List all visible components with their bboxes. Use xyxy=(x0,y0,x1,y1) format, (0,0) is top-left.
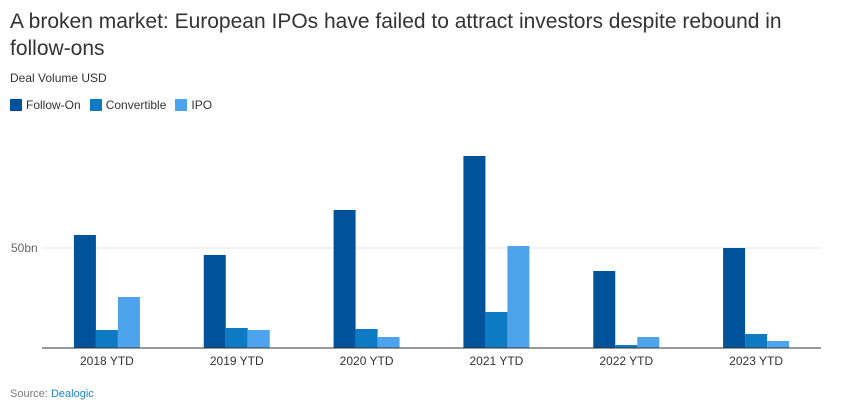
legend-swatch-follow-on xyxy=(10,99,22,111)
legend-item-convertible[interactable]: Convertible xyxy=(89,98,167,112)
bar-convertible-2021-ytd[interactable] xyxy=(485,312,508,348)
bar-follow-on-2018-ytd[interactable] xyxy=(73,235,96,348)
bar-convertible-2019-ytd[interactable] xyxy=(225,328,248,348)
y-tick-label-0: 50bn xyxy=(11,241,38,255)
legend-label-ipo: IPO xyxy=(191,98,213,112)
y-axis-label: Deal Volume USD xyxy=(10,71,107,85)
bar-ipo-2021-ytd[interactable] xyxy=(507,246,530,348)
legend-item-ipo[interactable]: IPO xyxy=(175,98,212,112)
bar-convertible-2023-ytd[interactable] xyxy=(745,334,768,348)
bar-follow-on-2021-ytd[interactable] xyxy=(463,156,486,348)
bar-ipo-2018-ytd[interactable] xyxy=(117,297,140,348)
bar-ipo-2023-ytd[interactable] xyxy=(767,341,790,348)
legend-swatch-ipo xyxy=(175,99,188,111)
legend-label-follow-on: Follow-On xyxy=(26,98,81,112)
x-tick-label-4: 2022 YTD xyxy=(599,354,653,368)
bar-ipo-2020-ytd[interactable] xyxy=(377,337,400,348)
x-tick-label-1: 2019 YTD xyxy=(210,354,264,368)
legend-label-convertible: Convertible xyxy=(105,98,167,112)
bar-follow-on-2022-ytd[interactable] xyxy=(593,271,616,348)
legend-item-follow-on[interactable]: Follow-On xyxy=(10,98,81,112)
bar-follow-on-2023-ytd[interactable] xyxy=(723,248,746,348)
source-link[interactable]: Dealogic xyxy=(50,388,94,400)
source-note: Source: Dealogic xyxy=(10,388,94,400)
bar-convertible-2020-ytd[interactable] xyxy=(355,329,378,348)
legend-swatch-convertible xyxy=(89,99,102,111)
bar-convertible-2022-ytd[interactable] xyxy=(615,345,638,348)
x-tick-label-3: 2021 YTD xyxy=(470,354,524,368)
x-tick-label-5: 2023 YTD xyxy=(729,354,783,368)
x-tick-label-2: 2020 YTD xyxy=(340,354,394,368)
chart-title: A broken market: European IPOs have fail… xyxy=(10,10,782,60)
bar-ipo-2022-ytd[interactable] xyxy=(637,337,660,348)
x-tick-label-0: 2018 YTD xyxy=(80,354,134,368)
source-label: Source: xyxy=(10,388,48,400)
legend: Follow-On Convertible IPO xyxy=(10,98,221,112)
bar-ipo-2019-ytd[interactable] xyxy=(247,330,270,348)
bar-convertible-2018-ytd[interactable] xyxy=(95,330,118,348)
bar-follow-on-2019-ytd[interactable] xyxy=(203,255,226,348)
bar-follow-on-2020-ytd[interactable] xyxy=(333,210,356,348)
